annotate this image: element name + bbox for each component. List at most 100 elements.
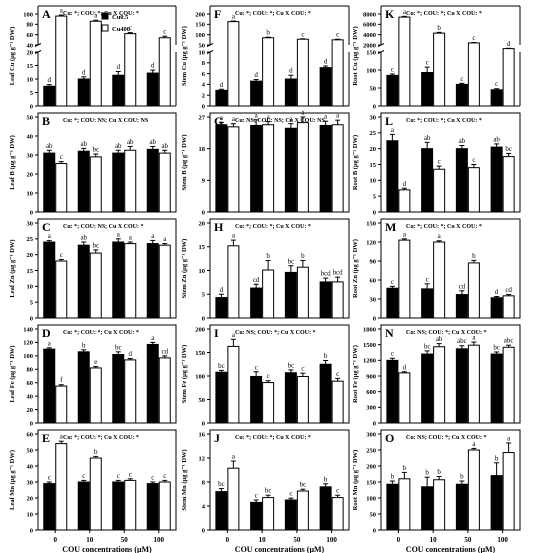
x-tick-label: 100: [497, 536, 508, 544]
significance-letter: c: [117, 472, 120, 480]
significance-letter: bc: [505, 145, 512, 153]
bar-cu400: [502, 156, 515, 213]
bar-cu400: [262, 124, 275, 213]
y-tick-label: 150: [366, 479, 376, 486]
panel-frame: [37, 112, 177, 213]
significance-letter: b: [324, 352, 328, 360]
significance-letter: c: [336, 370, 339, 378]
panel-tag: I: [214, 326, 219, 340]
significance-letter: bc: [288, 361, 295, 369]
bar-cu05: [112, 74, 125, 107]
significance-letter: b: [391, 473, 395, 481]
bar-cu400: [331, 281, 344, 319]
bar-cu05: [43, 483, 56, 531]
significance-letter: bc: [115, 343, 122, 351]
significance-letter: c: [255, 492, 258, 500]
bar-cu05: [455, 148, 468, 213]
bar-cu400: [502, 48, 515, 107]
panel-frame: [380, 112, 521, 213]
panel-frame: [209, 324, 350, 424]
y-tick-label: 27: [199, 114, 206, 121]
panel-tag: J: [214, 431, 220, 445]
bar-cu05: [284, 372, 297, 424]
significance-letter: d: [117, 63, 121, 71]
significance-letter: a: [117, 230, 121, 238]
significance-letter: c: [301, 30, 304, 38]
bar-cu400: [398, 16, 411, 107]
y-tick-label: 8: [202, 479, 206, 486]
y-tick-label: 50: [370, 511, 377, 518]
bar-cu400: [398, 239, 411, 319]
panel-tag: K: [385, 7, 395, 21]
significance-letter: ab: [493, 135, 500, 143]
bar-cu05: [386, 74, 399, 107]
x-tick-label: 0: [226, 536, 230, 544]
x-tick-label: 10: [86, 536, 94, 544]
significance-letter: c: [426, 275, 429, 283]
panel-tag: C: [42, 220, 51, 234]
bar-cu400: [467, 262, 480, 319]
bar-cu400: [55, 163, 68, 213]
bar-cu400: [502, 295, 515, 319]
y-tick-label: 4: [202, 82, 206, 89]
bar-cu400: [55, 15, 68, 107]
bar-cu05: [43, 348, 56, 424]
y-tick-label: 5: [30, 90, 34, 97]
legend: Cu0.5 Cu400: [101, 12, 130, 33]
bar-cu05: [319, 363, 332, 424]
y-tick-label: 0: [373, 315, 376, 322]
y-tick-label: 0: [202, 527, 205, 534]
panel-stats: Cu: NS; COU: *; Cu X COU: *: [406, 330, 487, 336]
x-axis-title: COU concentrations (μM): [62, 545, 152, 553]
bar-cu05: [43, 85, 56, 107]
x-tick-label: 50: [464, 536, 472, 544]
bar-cu400: [331, 380, 344, 424]
panel-stats: Cu: *; COU: *; Cu X COU: *: [235, 11, 311, 17]
significance-letter: b: [403, 464, 407, 472]
panel-e: 0 10 20 30 40 50 60 c a c b c c c c E Cu: *; COU: *; Cu …: [9, 429, 177, 534]
bar-cu400: [433, 479, 446, 531]
y-tick-label: 90: [370, 258, 377, 265]
bar-cu05: [284, 271, 297, 319]
bar-cu05: [490, 353, 503, 424]
bar-cu400: [296, 122, 309, 213]
y-axis-label: Leaf Cu (μg g⁻¹ DW): [9, 27, 16, 86]
significance-letter: c: [438, 158, 441, 166]
bar-cu400: [227, 467, 240, 531]
panel-stats: Cu: *; COU: *; Cu X COU: *: [235, 435, 311, 441]
significance-letter: ab: [149, 138, 156, 146]
bar-cu05: [386, 287, 399, 319]
significance-letter: ab: [424, 134, 431, 142]
bar-cu05: [215, 124, 228, 213]
y-axis-label: Root Mn (μg g⁻¹ DW): [352, 450, 359, 511]
significance-letter: b: [437, 468, 441, 476]
bar-cu05: [112, 481, 125, 531]
bar-cu05: [490, 146, 503, 213]
y-tick-label: 10: [27, 190, 34, 197]
significance-letter: bc: [424, 342, 431, 350]
significance-letter: b: [266, 29, 270, 37]
significance-letter: a: [438, 232, 442, 240]
bar-cu400: [398, 372, 411, 424]
significance-letter: a: [403, 8, 407, 16]
bar-cu400: [467, 449, 480, 531]
panel-tag: N: [385, 326, 394, 340]
panel-frame: [37, 429, 177, 531]
y-tick-label: 200: [366, 463, 376, 470]
bar-cu400: [331, 124, 344, 213]
significance-letter: c: [391, 278, 394, 286]
bar-cu400: [158, 152, 171, 213]
bar-cu05: [455, 348, 468, 424]
y-tick-label: 18: [199, 146, 206, 153]
significance-letter: d: [289, 67, 293, 75]
bar-cu400: [227, 245, 240, 319]
panel-stats: Cu: NS; COU: NS; Cu X COU: NS: [235, 118, 326, 124]
significance-letter: a: [232, 115, 236, 123]
significance-letter: ab: [46, 142, 53, 150]
panel-frame: [37, 218, 177, 319]
x-axis-title: COU concentrations (μM): [406, 545, 496, 553]
